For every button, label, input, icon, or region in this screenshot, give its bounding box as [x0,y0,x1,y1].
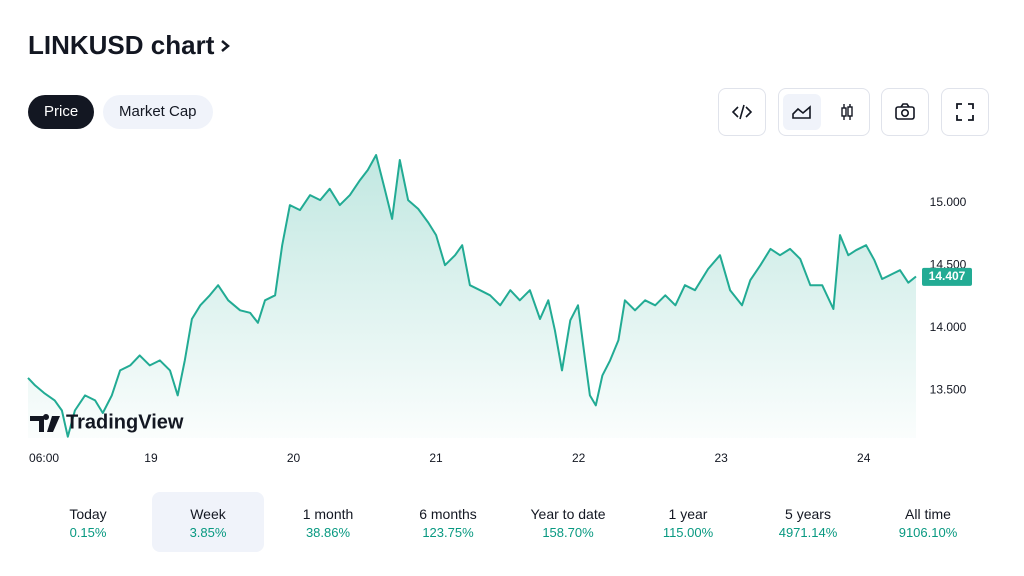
period-name: Week [190,506,226,522]
period-name: Year to date [530,506,606,522]
page-title[interactable]: LINKUSD chart [28,30,232,61]
y-tick-label: 15.000 [930,195,967,209]
period-button[interactable]: Week 3.85% [152,492,264,552]
watermark-logo: TradingView [30,411,184,433]
tab-price[interactable]: Price [28,95,95,129]
x-tick-label: 20 [287,451,301,465]
chart-style-group [778,88,870,136]
period-change: 3.85% [189,525,227,540]
x-tick-label: 23 [714,451,728,465]
logo-icon [30,413,60,432]
x-tick-label: 21 [429,451,443,465]
x-tick-label: 22 [572,451,586,465]
code-icon [731,104,753,120]
x-tick-label: 24 [857,451,871,465]
period-change: 123.75% [422,525,474,540]
y-tick-label: 14.000 [930,320,967,334]
period-name: All time [905,506,951,522]
period-button[interactable]: 1 month 38.86% [272,492,384,552]
y-tick-label: 13.500 [930,383,967,397]
period-button[interactable]: 1 year 115.00% [632,492,744,552]
x-tick-label: 06:00 [29,451,59,465]
period-change: 115.00% [662,525,714,540]
last-price-label: 14.407 [929,269,966,283]
period-change: 4971.14% [778,525,838,540]
embed-button[interactable] [718,88,766,136]
fullscreen-icon [956,103,974,121]
last-price-badge [922,267,972,286]
title-text: LINKUSD chart [28,30,215,60]
chevron-icon [221,39,231,52]
candle-icon [840,104,853,120]
period-name: Today [69,506,107,522]
period-change: 38.86% [305,525,351,540]
camera-icon [895,103,915,120]
snapshot-button[interactable] [881,88,929,136]
period-button[interactable]: Today 0.15% [32,492,144,552]
period-button[interactable]: All time 9106.10% [872,492,984,552]
period-button[interactable]: Year to date 158.70% [512,492,624,552]
period-change: 0.15% [69,525,107,540]
period-name: 1 year [668,506,708,522]
tab-market-cap[interactable]: Market Cap [103,95,213,129]
period-name: 5 years [785,506,831,522]
x-tick-label: 19 [144,451,158,465]
period-name: 1 month [302,506,354,522]
period-name: 6 months [419,506,477,522]
period-change: 158.70% [542,525,594,540]
area-style-button[interactable] [782,94,821,130]
candle-style-button[interactable] [828,94,866,130]
period-button[interactable]: 5 years 4971.14% [752,492,864,552]
watermark-text: TradingView [66,411,184,433]
fullscreen-button[interactable] [941,88,989,136]
area-fill [28,155,916,438]
period-button[interactable]: 6 months 123.75% [392,492,504,552]
price-line [27,154,917,438]
period-change: 9106.10% [898,525,958,540]
area-icon [791,105,811,119]
